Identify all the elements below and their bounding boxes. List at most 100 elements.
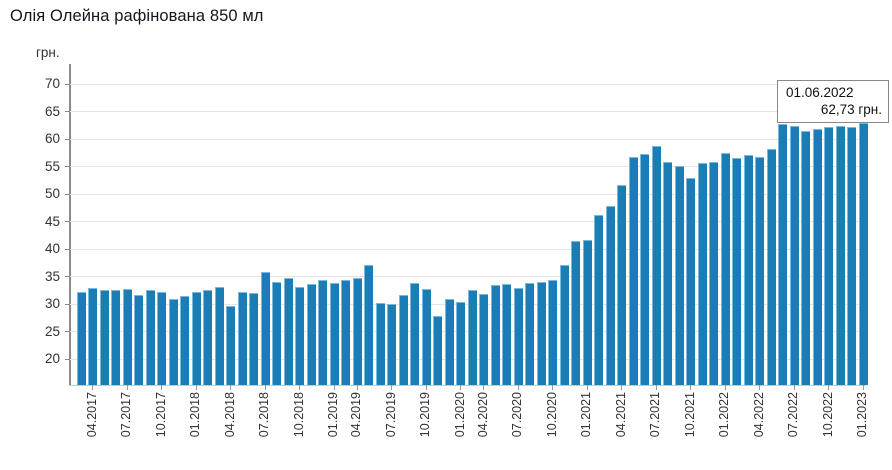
bar[interactable] xyxy=(295,286,305,385)
bar[interactable] xyxy=(858,122,868,385)
y-axis-tick-label: 25 xyxy=(44,323,60,339)
bar[interactable] xyxy=(329,283,339,385)
bar[interactable] xyxy=(352,278,362,385)
bar[interactable] xyxy=(640,154,650,385)
gridline xyxy=(70,166,866,168)
bar[interactable] xyxy=(479,293,489,385)
bar[interactable] xyxy=(249,292,259,385)
bar[interactable] xyxy=(375,303,385,385)
bar[interactable] xyxy=(467,289,477,385)
bar[interactable] xyxy=(663,161,673,385)
bar-highlighted[interactable] xyxy=(778,124,788,385)
bar[interactable] xyxy=(766,149,776,385)
bar[interactable] xyxy=(283,278,293,385)
x-axis-tick xyxy=(356,385,358,390)
x-axis-tick xyxy=(621,385,623,390)
bar[interactable] xyxy=(513,288,523,385)
bar[interactable] xyxy=(157,292,167,385)
bar[interactable] xyxy=(743,155,753,385)
gridline xyxy=(70,221,866,223)
bar[interactable] xyxy=(421,289,431,385)
bar[interactable] xyxy=(456,301,466,385)
bar[interactable] xyxy=(364,265,374,385)
bar[interactable] xyxy=(697,163,707,385)
bar[interactable] xyxy=(180,296,190,385)
bar[interactable] xyxy=(847,127,857,385)
x-axis-tick-label: 07.2020 xyxy=(510,392,525,438)
x-axis-tick-label: 10.2018 xyxy=(291,392,306,438)
gridline xyxy=(70,111,866,113)
bar[interactable] xyxy=(536,281,546,385)
bar[interactable] xyxy=(628,157,638,385)
bar[interactable] xyxy=(99,289,109,385)
bar[interactable] xyxy=(720,153,730,385)
bar[interactable] xyxy=(548,279,558,385)
bar[interactable] xyxy=(122,288,132,385)
bar[interactable] xyxy=(571,241,581,385)
bar[interactable] xyxy=(76,292,86,385)
x-axis-tick xyxy=(862,385,864,390)
chart-title: Олія Олейна рафінована 850 мл xyxy=(10,7,264,25)
bar[interactable] xyxy=(617,184,627,385)
bar[interactable] xyxy=(686,178,696,385)
bar[interactable] xyxy=(605,205,615,385)
bar[interactable] xyxy=(145,290,155,385)
bar[interactable] xyxy=(387,303,397,385)
bar[interactable] xyxy=(398,294,408,385)
bar[interactable] xyxy=(168,299,178,385)
bar[interactable] xyxy=(582,239,592,385)
y-axis-tick xyxy=(65,331,70,333)
bar[interactable] xyxy=(226,305,236,385)
bar[interactable] xyxy=(674,165,684,385)
plot-area: 20 25 30 35 40 45 50 55 60 65 70 04.2017 07.2017 10.2… xyxy=(45,64,869,437)
bar[interactable] xyxy=(237,291,247,385)
x-axis-tick xyxy=(586,385,588,390)
y-axis-tick xyxy=(65,358,70,360)
bar[interactable] xyxy=(111,290,121,385)
bar[interactable] xyxy=(732,158,742,385)
bar[interactable] xyxy=(651,145,661,385)
bar[interactable] xyxy=(88,287,98,385)
x-axis-tick xyxy=(92,385,94,390)
x-axis-tick-label: 10.2019 xyxy=(418,392,433,438)
bar[interactable] xyxy=(559,265,569,385)
x-axis-tick-label: 07.2022 xyxy=(786,392,801,438)
bar[interactable] xyxy=(433,316,443,385)
bar[interactable] xyxy=(594,215,604,385)
bar[interactable] xyxy=(812,128,822,385)
bar[interactable] xyxy=(203,289,213,385)
bar[interactable] xyxy=(341,279,351,385)
x-axis-tick xyxy=(483,385,485,390)
bar[interactable] xyxy=(824,126,834,385)
bar[interactable] xyxy=(502,283,512,385)
bar[interactable] xyxy=(260,271,270,385)
bar[interactable] xyxy=(835,125,845,385)
x-axis-tick xyxy=(724,385,726,390)
y-axis-tick xyxy=(65,303,70,305)
x-axis-tick-label: 04.2021 xyxy=(613,392,628,438)
y-axis-tick xyxy=(65,276,70,278)
bar[interactable] xyxy=(801,130,811,385)
bar[interactable] xyxy=(789,125,799,385)
bar[interactable] xyxy=(191,291,201,385)
y-axis-tick-label: 35 xyxy=(44,268,60,284)
bar[interactable] xyxy=(709,162,719,385)
bar[interactable] xyxy=(134,295,144,385)
x-axis-tick-label: 10.2022 xyxy=(820,392,835,438)
bar[interactable] xyxy=(525,282,535,385)
bar[interactable] xyxy=(272,282,282,385)
bar[interactable] xyxy=(306,284,316,385)
y-axis-line xyxy=(69,64,71,385)
bar[interactable] xyxy=(444,298,454,385)
x-axis-tick-label: 07.2021 xyxy=(648,392,663,438)
bar[interactable] xyxy=(318,279,328,385)
y-axis-tick-label: 20 xyxy=(44,351,60,367)
bar[interactable] xyxy=(410,283,420,385)
bar[interactable] xyxy=(755,157,765,385)
bar[interactable] xyxy=(214,287,224,385)
bar[interactable] xyxy=(490,284,500,385)
y-axis-tick xyxy=(65,166,70,168)
x-axis-tick xyxy=(230,385,232,390)
y-axis-tick-label: 50 xyxy=(44,186,60,202)
